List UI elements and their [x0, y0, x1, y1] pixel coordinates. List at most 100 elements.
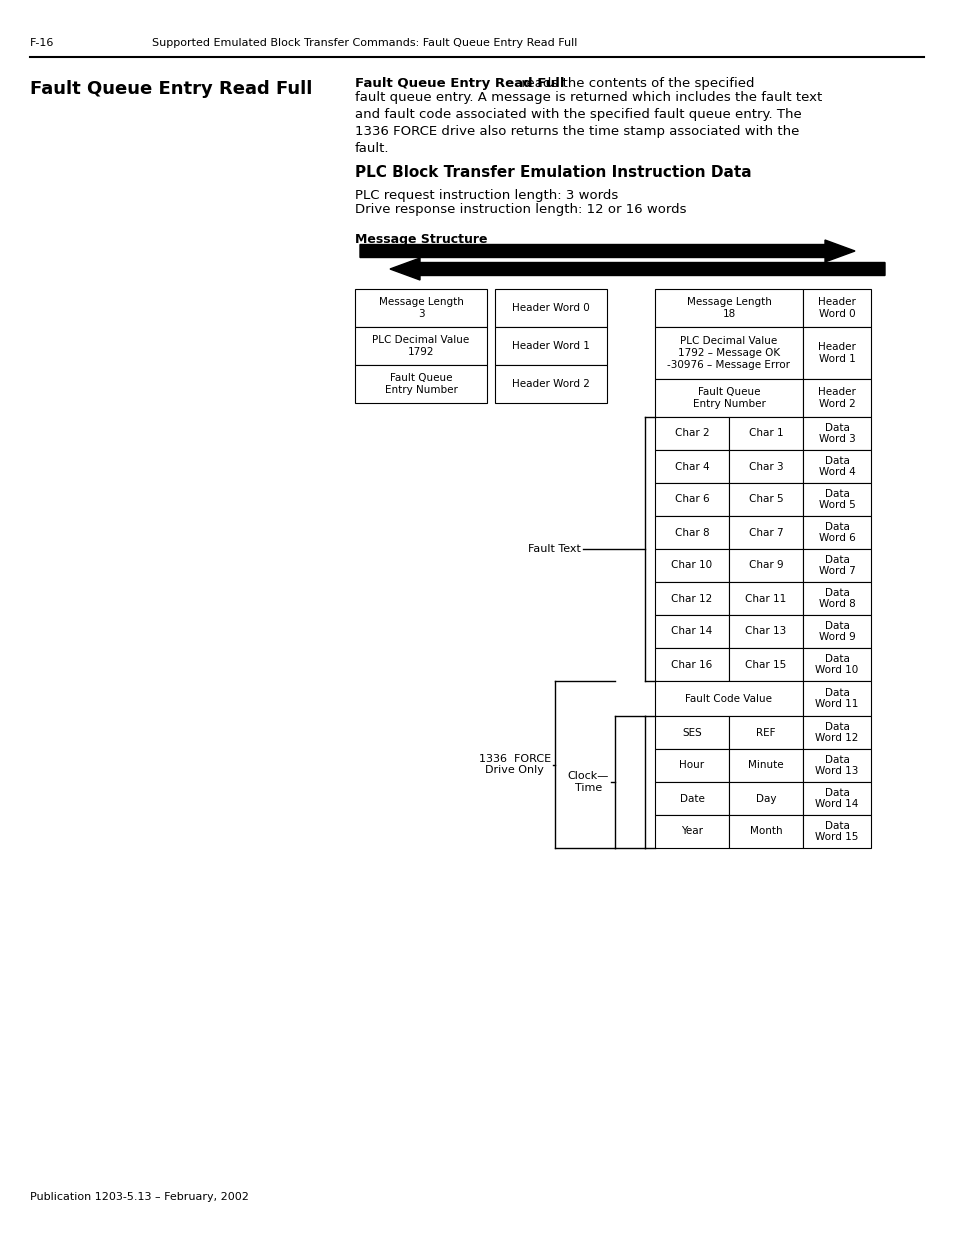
- Text: Char 7: Char 7: [748, 527, 782, 537]
- Text: Data
Word 14: Data Word 14: [815, 788, 858, 809]
- Bar: [655, 748, 728, 782]
- Bar: [655, 716, 728, 748]
- Text: Drive response instruction length: 12 or 16 words: Drive response instruction length: 12 or…: [355, 203, 686, 216]
- Bar: [655, 815, 728, 848]
- Bar: [655, 327, 802, 379]
- Bar: [728, 582, 802, 615]
- Text: Data
Word 15: Data Word 15: [815, 821, 858, 842]
- Bar: [802, 748, 870, 782]
- Text: PLC request instruction length: 3 words: PLC request instruction length: 3 words: [355, 189, 618, 203]
- Bar: [655, 450, 728, 483]
- Bar: [728, 748, 802, 782]
- Bar: [728, 782, 802, 815]
- Text: Fault Queue Entry Read Full: Fault Queue Entry Read Full: [355, 77, 564, 90]
- Bar: [728, 516, 802, 550]
- Bar: [655, 516, 728, 550]
- Text: Data
Word 12: Data Word 12: [815, 721, 858, 743]
- Text: Fault Queue
Entry Number: Fault Queue Entry Number: [384, 373, 456, 395]
- Text: Data
Word 5: Data Word 5: [818, 489, 855, 510]
- Bar: [728, 483, 802, 516]
- Text: PLC Decimal Value
1792: PLC Decimal Value 1792: [372, 335, 469, 357]
- Text: Message Length
18: Message Length 18: [686, 298, 771, 319]
- Text: Data
Word 10: Data Word 10: [815, 653, 858, 676]
- Text: Hour: Hour: [679, 761, 704, 771]
- Text: Char 5: Char 5: [748, 494, 782, 505]
- Bar: [728, 815, 802, 848]
- Text: Date: Date: [679, 794, 703, 804]
- Text: Header
Word 1: Header Word 1: [818, 342, 855, 364]
- Bar: [802, 716, 870, 748]
- Text: Data
Word 11: Data Word 11: [815, 688, 858, 709]
- Text: Header
Word 2: Header Word 2: [818, 388, 855, 409]
- Text: Clock—
Time: Clock— Time: [567, 771, 608, 793]
- Text: Char 4: Char 4: [674, 462, 709, 472]
- Text: Month: Month: [749, 826, 781, 836]
- Text: PLC Block Transfer Emulation Instruction Data: PLC Block Transfer Emulation Instruction…: [355, 165, 751, 180]
- Bar: [802, 289, 870, 327]
- Text: Char 15: Char 15: [744, 659, 786, 669]
- Text: Fault Queue Entry Read Full: Fault Queue Entry Read Full: [30, 80, 312, 98]
- Bar: [728, 450, 802, 483]
- Bar: [802, 615, 870, 648]
- Text: Publication 1203-5.13 – February, 2002: Publication 1203-5.13 – February, 2002: [30, 1192, 249, 1202]
- Text: Char 9: Char 9: [748, 561, 782, 571]
- Text: Char 16: Char 16: [671, 659, 712, 669]
- Text: PLC Decimal Value
1792 – Message OK
-30976 – Message Error: PLC Decimal Value 1792 – Message OK -309…: [667, 336, 790, 369]
- Bar: [728, 550, 802, 582]
- Text: Minute: Minute: [747, 761, 783, 771]
- Bar: [728, 716, 802, 748]
- FancyArrow shape: [359, 240, 854, 262]
- Text: Char 2: Char 2: [674, 429, 709, 438]
- Text: reads the contents of the specified: reads the contents of the specified: [517, 77, 754, 90]
- Bar: [802, 680, 870, 716]
- Text: Char 3: Char 3: [748, 462, 782, 472]
- Bar: [655, 289, 802, 327]
- Bar: [802, 327, 870, 379]
- Text: Char 1: Char 1: [748, 429, 782, 438]
- Text: Message Structure: Message Structure: [355, 233, 487, 246]
- Text: Char 12: Char 12: [671, 594, 712, 604]
- Text: Fault Queue
Entry Number: Fault Queue Entry Number: [692, 388, 764, 409]
- Bar: [802, 815, 870, 848]
- Bar: [802, 582, 870, 615]
- Bar: [355, 289, 486, 327]
- Bar: [655, 379, 802, 417]
- Text: Data
Word 4: Data Word 4: [818, 456, 855, 477]
- Bar: [655, 483, 728, 516]
- Bar: [655, 417, 728, 450]
- Bar: [495, 289, 606, 327]
- Bar: [728, 417, 802, 450]
- Text: Fault Text: Fault Text: [528, 543, 580, 555]
- Text: Header
Word 0: Header Word 0: [818, 298, 855, 319]
- Bar: [655, 782, 728, 815]
- Text: SES: SES: [681, 727, 701, 737]
- Text: Data
Word 9: Data Word 9: [818, 621, 855, 642]
- Bar: [355, 327, 486, 366]
- Bar: [655, 648, 728, 680]
- Text: Message Length
3: Message Length 3: [378, 298, 463, 319]
- Text: Header Word 2: Header Word 2: [512, 379, 589, 389]
- Text: Char 13: Char 13: [744, 626, 786, 636]
- Text: Char 14: Char 14: [671, 626, 712, 636]
- Bar: [802, 516, 870, 550]
- Bar: [802, 417, 870, 450]
- Text: Data
Word 8: Data Word 8: [818, 588, 855, 609]
- Bar: [495, 366, 606, 403]
- FancyArrow shape: [390, 258, 884, 280]
- Bar: [802, 483, 870, 516]
- Text: Header Word 1: Header Word 1: [512, 341, 589, 351]
- Bar: [655, 615, 728, 648]
- Bar: [655, 550, 728, 582]
- Bar: [802, 450, 870, 483]
- Text: Day: Day: [755, 794, 776, 804]
- Bar: [802, 550, 870, 582]
- Text: Char 10: Char 10: [671, 561, 712, 571]
- Text: Year: Year: [680, 826, 702, 836]
- Bar: [495, 327, 606, 366]
- Text: REF: REF: [756, 727, 775, 737]
- Bar: [728, 615, 802, 648]
- Text: Char 11: Char 11: [744, 594, 786, 604]
- Bar: [655, 582, 728, 615]
- Text: Data
Word 13: Data Word 13: [815, 755, 858, 777]
- Text: Fault Code Value: Fault Code Value: [685, 694, 772, 704]
